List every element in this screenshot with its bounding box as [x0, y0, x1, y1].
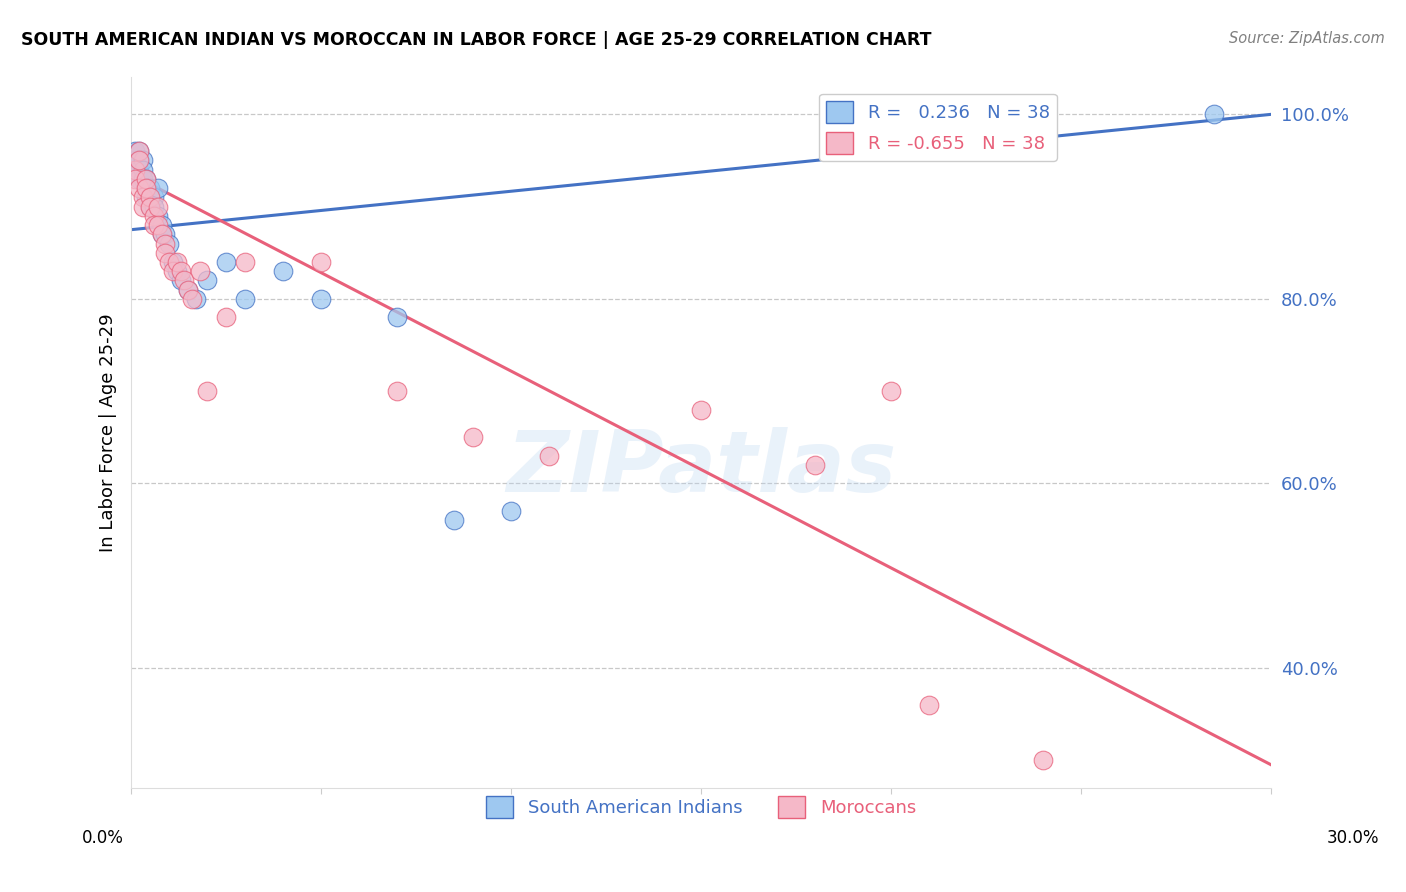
Point — [128, 162, 150, 177]
Point — [155, 236, 177, 251]
Point — [155, 245, 177, 260]
Point — [169, 273, 191, 287]
Point — [139, 200, 162, 214]
Point — [146, 209, 169, 223]
Point — [131, 153, 153, 168]
Point — [690, 402, 713, 417]
Point — [538, 449, 561, 463]
Point — [387, 384, 409, 398]
Point — [1032, 753, 1054, 767]
Point — [188, 264, 211, 278]
Point — [184, 292, 207, 306]
Point — [443, 513, 465, 527]
Point — [150, 227, 173, 242]
Point — [195, 273, 218, 287]
Point — [143, 200, 166, 214]
Point — [181, 292, 204, 306]
Point — [143, 190, 166, 204]
Y-axis label: In Labor Force | Age 25-29: In Labor Force | Age 25-29 — [100, 313, 117, 552]
Point — [128, 153, 150, 168]
Point — [233, 292, 256, 306]
Point — [135, 172, 157, 186]
Point — [146, 200, 169, 214]
Point — [135, 190, 157, 204]
Point — [131, 162, 153, 177]
Point — [128, 181, 150, 195]
Point — [139, 190, 162, 204]
Point — [309, 255, 332, 269]
Point — [233, 255, 256, 269]
Point — [215, 310, 238, 325]
Point — [166, 264, 188, 278]
Text: SOUTH AMERICAN INDIAN VS MOROCCAN IN LABOR FORCE | AGE 25-29 CORRELATION CHART: SOUTH AMERICAN INDIAN VS MOROCCAN IN LAB… — [21, 31, 932, 49]
Point — [166, 255, 188, 269]
Text: 30.0%: 30.0% — [1326, 829, 1379, 847]
Point — [124, 153, 146, 168]
Point — [157, 236, 180, 251]
Point — [162, 255, 184, 269]
Point — [139, 190, 162, 204]
Point — [169, 264, 191, 278]
Point — [124, 145, 146, 159]
Point — [177, 283, 200, 297]
Legend: South American Indians, Moroccans: South American Indians, Moroccans — [479, 789, 924, 825]
Point — [155, 227, 177, 242]
Point — [157, 255, 180, 269]
Point — [162, 264, 184, 278]
Point — [804, 458, 827, 472]
Point — [177, 283, 200, 297]
Point — [139, 200, 162, 214]
Point — [918, 698, 941, 712]
Text: ZIPatlas: ZIPatlas — [506, 426, 896, 509]
Point — [463, 430, 485, 444]
Point — [271, 264, 294, 278]
Text: 0.0%: 0.0% — [82, 829, 124, 847]
Point — [146, 181, 169, 195]
Point — [150, 218, 173, 232]
Point — [139, 181, 162, 195]
Point — [124, 172, 146, 186]
Point — [146, 218, 169, 232]
Point — [143, 209, 166, 223]
Point — [387, 310, 409, 325]
Point — [880, 384, 903, 398]
Text: Source: ZipAtlas.com: Source: ZipAtlas.com — [1229, 31, 1385, 46]
Point — [124, 162, 146, 177]
Point — [131, 200, 153, 214]
Point — [150, 227, 173, 242]
Point — [143, 218, 166, 232]
Point — [135, 172, 157, 186]
Point — [1032, 126, 1054, 140]
Point — [131, 190, 153, 204]
Point — [215, 255, 238, 269]
Point — [128, 153, 150, 168]
Point — [128, 145, 150, 159]
Point — [135, 181, 157, 195]
Point — [128, 172, 150, 186]
Point — [501, 504, 523, 518]
Point — [135, 181, 157, 195]
Point — [131, 172, 153, 186]
Point — [173, 273, 195, 287]
Point — [1204, 107, 1226, 121]
Point — [195, 384, 218, 398]
Point — [128, 145, 150, 159]
Point — [309, 292, 332, 306]
